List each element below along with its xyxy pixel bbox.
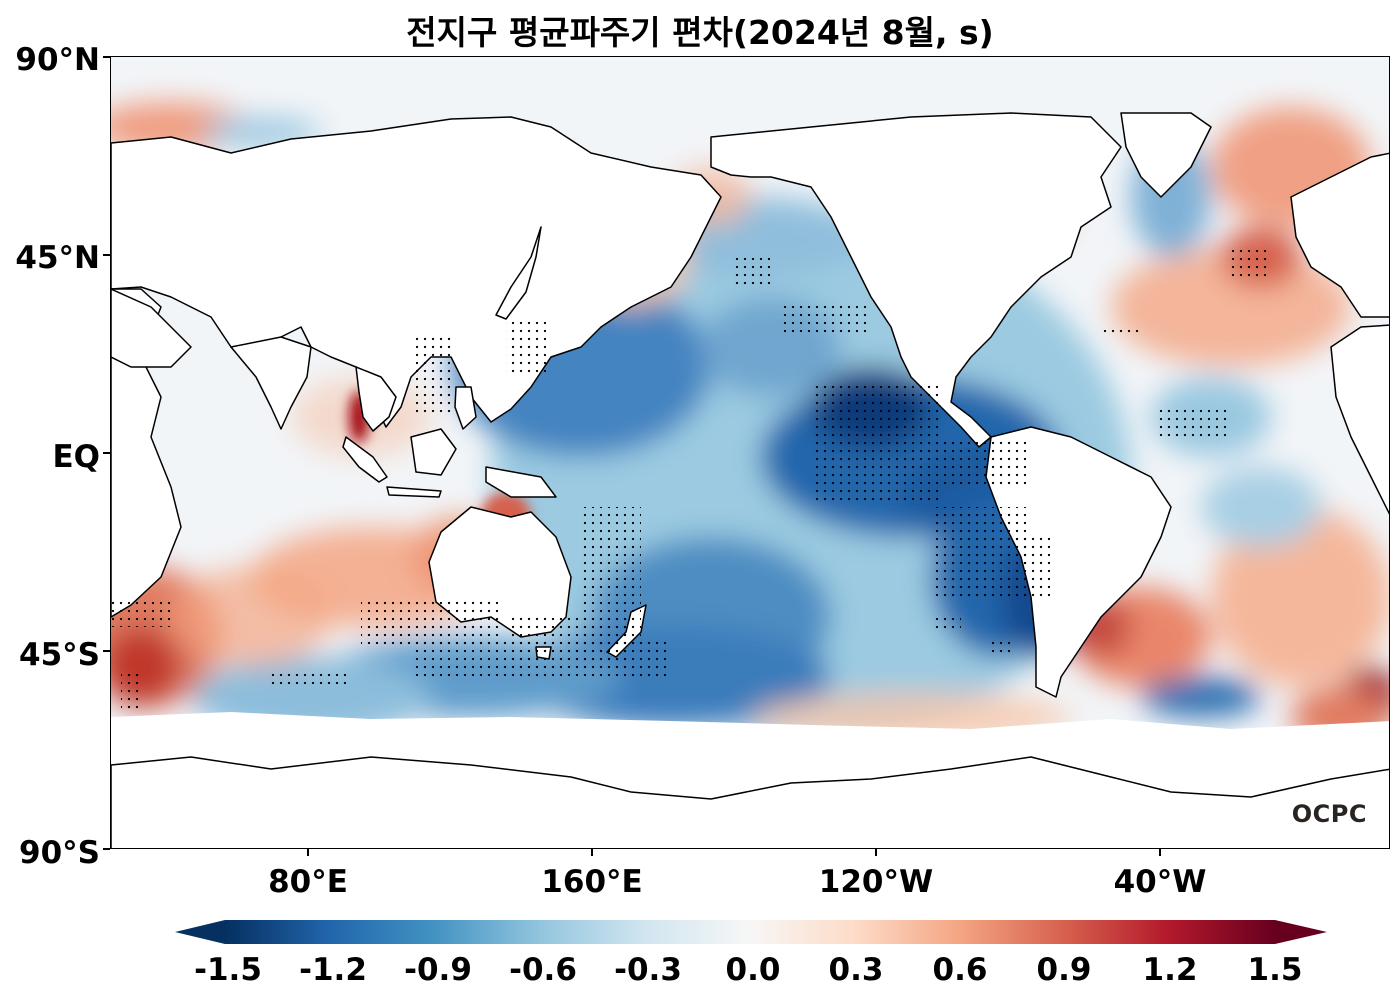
significance-stippling — [111, 247, 1271, 709]
colorbar-tick-label: 1.2 — [1142, 952, 1198, 988]
lon-label-80e: 80°E — [268, 864, 348, 900]
antarctica-land — [111, 756, 1389, 848]
arabia-land — [111, 288, 192, 368]
lat-tick — [103, 254, 110, 256]
colorbar-tick-label: -1.2 — [299, 952, 367, 988]
lat-tick — [103, 56, 110, 58]
lat-label-45s: 45°S — [19, 637, 100, 673]
lon-tick — [307, 849, 309, 856]
lat-label-eq: EQ — [52, 439, 100, 475]
landmasses — [111, 112, 1389, 848]
indochina-land — [355, 366, 397, 432]
wave-period-anomaly-map — [111, 57, 1389, 848]
ocpc-watermark: OCPC — [1291, 800, 1367, 828]
lat-label-90s: 90°S — [19, 835, 100, 871]
lon-tick — [591, 849, 593, 856]
lat-tick — [103, 650, 110, 652]
java-land — [386, 486, 442, 498]
colorbar-extend-max — [1275, 920, 1327, 944]
map-panel: OCPC — [110, 56, 1390, 849]
sumatra-land — [342, 436, 388, 483]
japan-land — [495, 226, 542, 320]
northamerica-land — [710, 112, 1122, 448]
lon-tick — [875, 849, 877, 856]
lat-tick — [103, 452, 110, 454]
colorbar-tick-label: -0.9 — [404, 952, 472, 988]
lat-tick — [103, 848, 110, 850]
colorbar — [175, 920, 1327, 944]
colorbar-tick-label: 1.5 — [1247, 952, 1303, 988]
india-land — [230, 336, 312, 430]
lon-tick — [1159, 849, 1161, 856]
africa-east-wrap-land — [1330, 324, 1389, 515]
colorbar-tick-label: 0.0 — [725, 952, 781, 988]
colorbar-extend-min — [175, 920, 225, 944]
colorbar-tick-label: -0.3 — [614, 952, 682, 988]
borneo-land — [410, 428, 457, 476]
lon-label-160e: 160°E — [541, 864, 643, 900]
newguinea-land — [485, 466, 557, 498]
map-title: 전지구 평균파주기 편차(2024년 8월, s) — [406, 13, 994, 52]
colorbar-gradient — [225, 920, 1275, 944]
colorbar-tick-label: 0.9 — [1036, 952, 1092, 988]
lat-label-45n: 45°N — [15, 240, 100, 276]
colorbar-tick-label: -1.5 — [194, 952, 262, 988]
lon-label-40w: 40°W — [1113, 864, 1207, 900]
lon-label-120w: 120°W — [818, 864, 934, 900]
colorbar-tick-label: -0.6 — [509, 952, 577, 988]
greenland-land — [1120, 112, 1212, 198]
europe-land — [1290, 152, 1389, 318]
colorbar-tick-label: 0.3 — [828, 952, 884, 988]
colorbar-tick-label: 0.6 — [932, 952, 988, 988]
lat-label-90n: 90°N — [15, 42, 100, 78]
